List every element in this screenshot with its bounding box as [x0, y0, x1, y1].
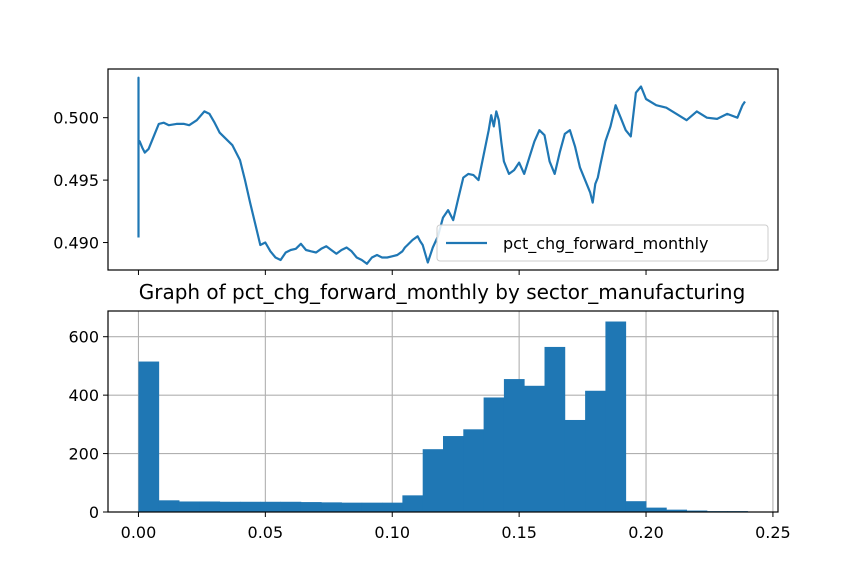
histogram-bar	[300, 502, 322, 512]
y-tick-label: 400	[68, 386, 99, 405]
histogram-bar	[138, 361, 160, 512]
histogram-bar	[382, 502, 403, 512]
y-tick-label: 0.495	[53, 171, 99, 190]
line-chart-legend: pct_chg_forward_monthly	[436, 224, 769, 262]
histogram-bar	[422, 449, 444, 512]
histogram-bar	[666, 509, 688, 512]
y-tick-label: 200	[68, 445, 99, 464]
histogram-frame	[107, 310, 779, 513]
histogram-bar	[605, 321, 627, 512]
histogram-bar	[199, 501, 221, 512]
histogram-title: Graph of pct_chg_forward_monthly by sect…	[139, 280, 746, 304]
histogram-bar	[239, 501, 261, 512]
histogram-bar	[219, 501, 241, 512]
line-chart-frame	[107, 68, 779, 271]
x-tick-label: 0.00	[121, 523, 157, 542]
x-tick-label: 0.10	[374, 523, 410, 542]
histogram-bars	[138, 321, 748, 512]
x-tick-label: 0.20	[628, 523, 664, 542]
histogram-bar	[544, 346, 566, 512]
histogram-bar	[686, 510, 708, 512]
y-tick-label: 0	[89, 503, 99, 522]
line-chart-panel: 0.490 0.495 0.500 pct_chg_forward_monthly	[53, 68, 779, 275]
histogram-bar	[361, 502, 383, 512]
histogram-bar	[443, 436, 464, 512]
histogram-bar	[158, 500, 180, 512]
histogram-bar	[402, 495, 424, 512]
line-chart-series	[137, 76, 746, 265]
y-tick-label: 0.500	[53, 109, 99, 128]
x-tick-label: 0.05	[248, 523, 284, 542]
legend-label: pct_chg_forward_monthly	[503, 234, 709, 254]
line-series	[137, 76, 746, 265]
legend-box	[436, 224, 769, 262]
x-tick-label: 0.15	[501, 523, 537, 542]
histogram-bar	[483, 397, 505, 512]
histogram-bar	[646, 507, 667, 512]
histogram-bar	[524, 385, 545, 512]
histogram-bar	[503, 379, 525, 512]
histogram-bar	[280, 501, 302, 512]
histogram-panel: Graph of pct_chg_forward_monthly by sect…	[68, 280, 790, 542]
histogram-bar	[564, 419, 586, 512]
histogram-ticks: 0.00 0.05 0.10 0.15 0.20 0.25 0 200 400 600	[68, 328, 790, 542]
histogram-bar	[463, 429, 484, 512]
histogram-bar	[625, 501, 647, 512]
histogram-bar	[341, 502, 363, 512]
y-tick-label: 600	[68, 328, 99, 347]
y-tick-label: 0.490	[53, 234, 99, 253]
x-tick-label: 0.25	[755, 523, 791, 542]
histogram-bar	[321, 502, 342, 512]
line-chart-ticks: 0.490 0.495 0.500	[53, 109, 647, 275]
histogram-bar	[179, 501, 200, 512]
histogram-bar	[260, 501, 281, 512]
histogram-bar	[585, 390, 606, 512]
